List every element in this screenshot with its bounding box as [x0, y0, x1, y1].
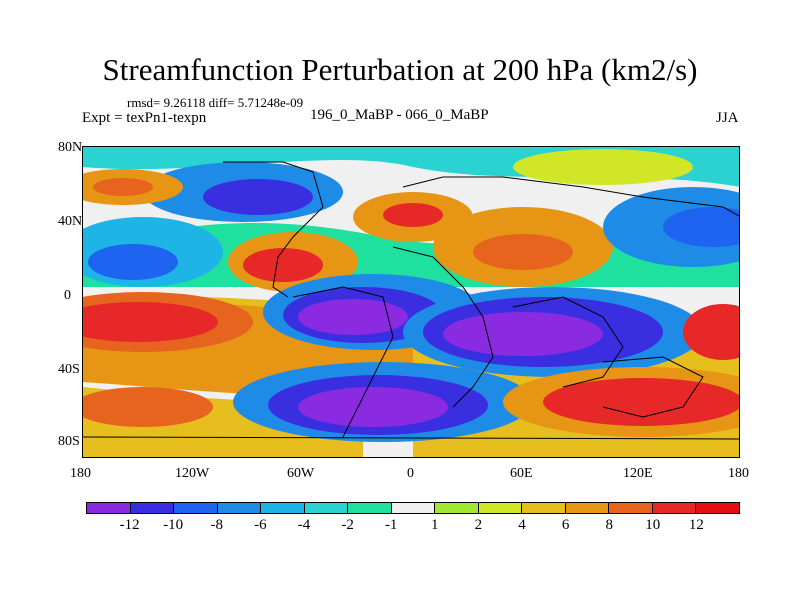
- colorbar-swatch: [435, 503, 479, 513]
- colorbar-label: 1: [431, 517, 439, 533]
- experiment-label: Expt = texPn1-texpn: [82, 110, 207, 126]
- x-tick-label: 0: [407, 466, 414, 481]
- stats-text: rmsd= 9.26118 diff= 5.71248e-09: [127, 95, 304, 110]
- x-tick-label: 180: [70, 466, 91, 481]
- x-tick-label: 120W: [175, 466, 210, 481]
- colorbar-swatch: [391, 503, 436, 513]
- colorbar-label: -6: [254, 517, 267, 533]
- colorbar-swatch: [522, 503, 566, 513]
- colorbar-swatch: [304, 503, 349, 513]
- colorbar-swatch: [609, 503, 653, 513]
- colorbar-labels: -12 -10 -8 -6 -4 -2 -1 1 2 4 6 8 10 12: [86, 517, 740, 537]
- y-tick-label: 0: [64, 288, 71, 303]
- colorbar-label: 12: [688, 517, 704, 533]
- colorbar-label: -4: [297, 517, 311, 533]
- x-tick-label: 60E: [510, 466, 533, 481]
- colorbar-swatch: [652, 503, 697, 513]
- colorbar-swatch: [174, 503, 218, 513]
- y-tick-label: 40N: [58, 214, 83, 229]
- colorbar-swatch: [217, 503, 262, 513]
- colorbar-label: -10: [163, 517, 184, 533]
- colorbar-swatch: [478, 503, 523, 513]
- x-tick-label: 120E: [623, 466, 653, 481]
- chart-title: Streamfunction Perturbation at 200 hPa (…: [102, 52, 698, 87]
- colorbar-swatch: [565, 503, 610, 513]
- x-tick-label: 60W: [287, 466, 315, 481]
- colorbar-label: 2: [474, 517, 483, 533]
- colorbar-label: 4: [518, 517, 526, 533]
- y-tick-label: 80S: [58, 434, 80, 449]
- colorbar-label: 10: [645, 517, 661, 533]
- season-label: JJA: [716, 110, 739, 126]
- y-tick-label: 40S: [58, 362, 80, 377]
- colorbar-label: 6: [561, 517, 570, 533]
- y-tick-label: 80N: [58, 140, 83, 155]
- comparison-label: 196_0_MaBP - 066_0_MaBP: [310, 107, 489, 123]
- colorbar-swatch: [87, 503, 131, 513]
- map-plot: [82, 146, 740, 458]
- colorbar-label: -12: [119, 517, 140, 533]
- x-tick-label: 180: [728, 466, 749, 481]
- colorbar-swatch: [696, 503, 739, 513]
- colorbar-label: 8: [605, 517, 613, 533]
- streamfunction-field: [83, 147, 739, 457]
- colorbar-label: -8: [210, 517, 224, 533]
- colorbar-label: -1: [384, 517, 398, 533]
- colorbar-label: -2: [341, 517, 354, 533]
- colorbar-swatch: [348, 503, 392, 513]
- colorbar: [86, 502, 740, 514]
- colorbar-swatch: [261, 503, 305, 513]
- colorbar-swatch: [130, 503, 175, 513]
